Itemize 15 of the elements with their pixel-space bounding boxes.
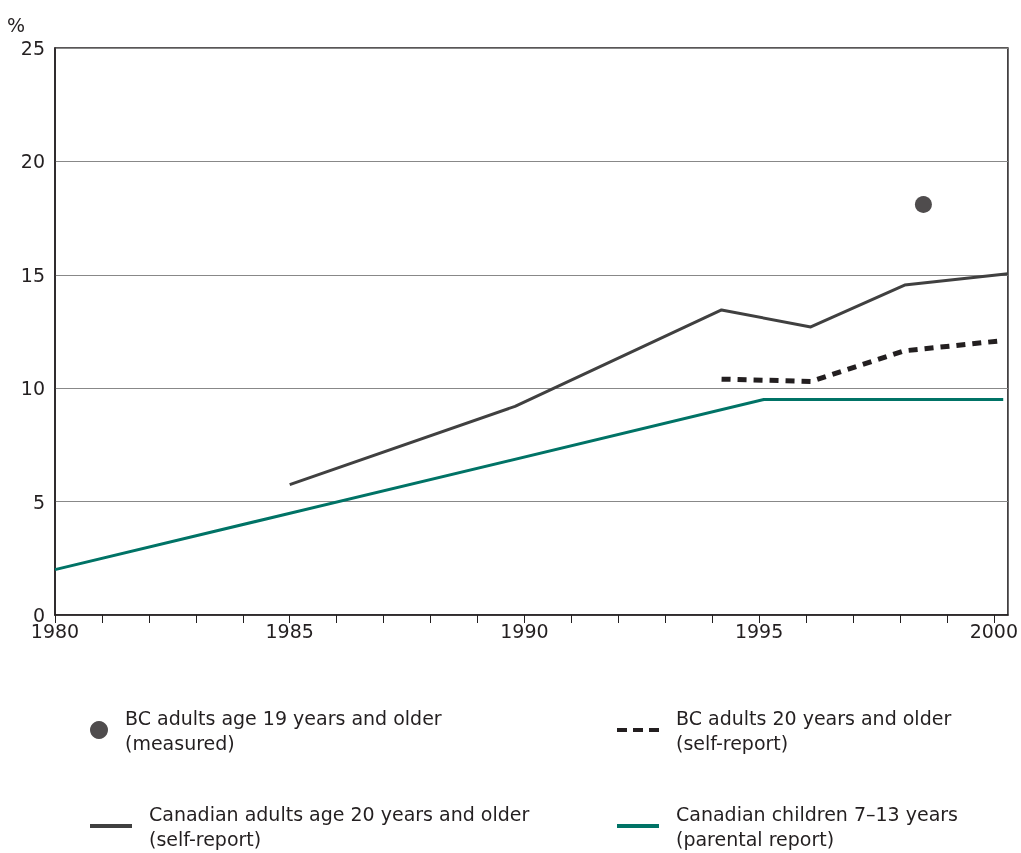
legend-label: Canadian adults age 20 years and older (self-report) (149, 802, 536, 850)
y-tick-label: 15 (20, 263, 45, 286)
legend-label: BC adults age 19 years and older (measured) (125, 706, 448, 754)
legend-label: BC adults 20 years and older (self-report) (676, 706, 958, 754)
x-tick-label: 2000 (969, 619, 1018, 642)
x-tick-label: 1990 (500, 619, 549, 642)
x-tick-label: 1985 (265, 619, 314, 642)
x-tick-label: 1995 (734, 619, 784, 642)
y-tick-label: 20 (20, 150, 45, 173)
legend-label: Canadian children 7–13 years (parental report) (676, 802, 965, 850)
line-series (288, 272, 1010, 487)
y-tick-label: 25 (20, 37, 45, 59)
y-tick-label: 5 (32, 490, 45, 513)
y-tick-label: 10 (20, 377, 45, 400)
y-axis-title: % (6, 13, 25, 36)
